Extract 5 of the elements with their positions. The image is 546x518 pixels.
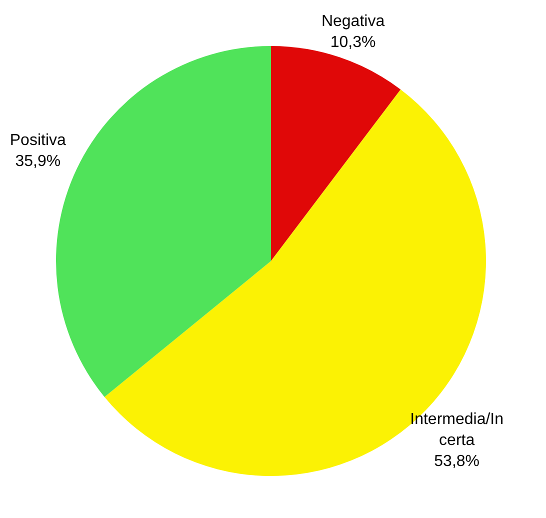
data-label: 10,3% — [330, 34, 376, 51]
slice-label: Negativa — [321, 13, 385, 30]
slice-label: Positiva — [10, 132, 66, 149]
data-label: 35,9% — [15, 152, 61, 170]
data-label: 53,8% — [434, 452, 480, 470]
